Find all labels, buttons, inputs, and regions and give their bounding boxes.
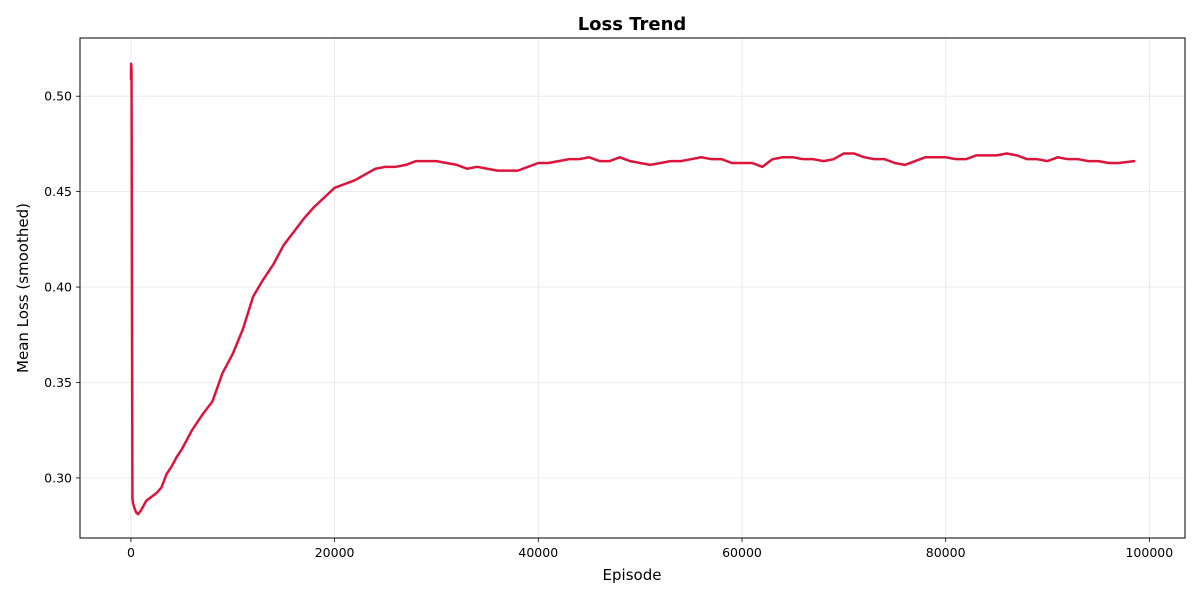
series-layer [129,62,1136,516]
series-line [129,62,1136,516]
y-tick-label: 0.45 [44,184,72,199]
x-tick-label: 0 [127,545,135,560]
x-tick-label: 60000 [722,545,762,560]
x-tick-label: 40000 [518,545,558,560]
y-tick-label: 0.35 [44,375,72,390]
y-axis-label: Mean Loss (smoothed) [14,203,32,373]
plot-frame [79,37,1186,539]
x-tick-label: 20000 [315,545,355,560]
y-tick-label: 0.40 [44,280,72,295]
x-axis-label: Episode [603,566,662,584]
x-tick-label: 100000 [1125,545,1173,560]
y-tick-label: 0.50 [44,89,72,104]
grid-layer [80,38,1185,538]
ticks-layer: 0 20000 40000 60000 80000 100000 0.30 0.35 0.40 0… [44,89,1173,560]
chart-title: Loss Trend [578,14,687,35]
y-tick-label: 0.30 [44,470,72,485]
x-tick-label: 80000 [926,545,966,560]
